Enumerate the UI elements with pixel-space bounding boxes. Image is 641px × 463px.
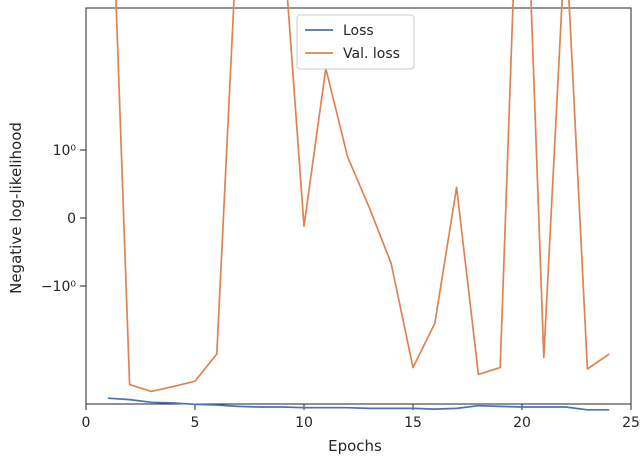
- legend: Loss Val. loss: [296, 14, 415, 70]
- legend-item: Loss: [305, 23, 374, 39]
- plot-area: [85, 7, 632, 405]
- x-axis: 0 5 10 15 20 25: [82, 404, 640, 431]
- series-line-loss: [107, 397, 610, 411]
- plot-frame: [85, 7, 632, 405]
- legend-label: Val. loss: [343, 46, 400, 62]
- x-axis-label: Epochs: [328, 437, 382, 455]
- y-axis-label: Negative log-likelihood: [7, 122, 25, 294]
- legend-label: Loss: [343, 23, 374, 39]
- legend-box: [296, 14, 415, 70]
- x-tick-label: 10: [295, 415, 313, 431]
- legend-item: Val. loss: [305, 46, 400, 62]
- series-line-val-loss: [115, 0, 610, 393]
- y-tick-label: 0: [67, 211, 76, 227]
- x-tick-label: 0: [82, 415, 91, 431]
- series-lines: [107, 0, 610, 411]
- x-tick-label: 15: [404, 415, 422, 431]
- x-tick-label: 5: [191, 415, 200, 431]
- x-tick-label: 20: [513, 415, 531, 431]
- y-axis: 10⁰ 0 −10⁰: [41, 143, 86, 295]
- y-tick-label: −10⁰: [41, 279, 77, 295]
- y-tick-label: 10⁰: [53, 143, 77, 159]
- x-tick-label: 25: [622, 415, 640, 431]
